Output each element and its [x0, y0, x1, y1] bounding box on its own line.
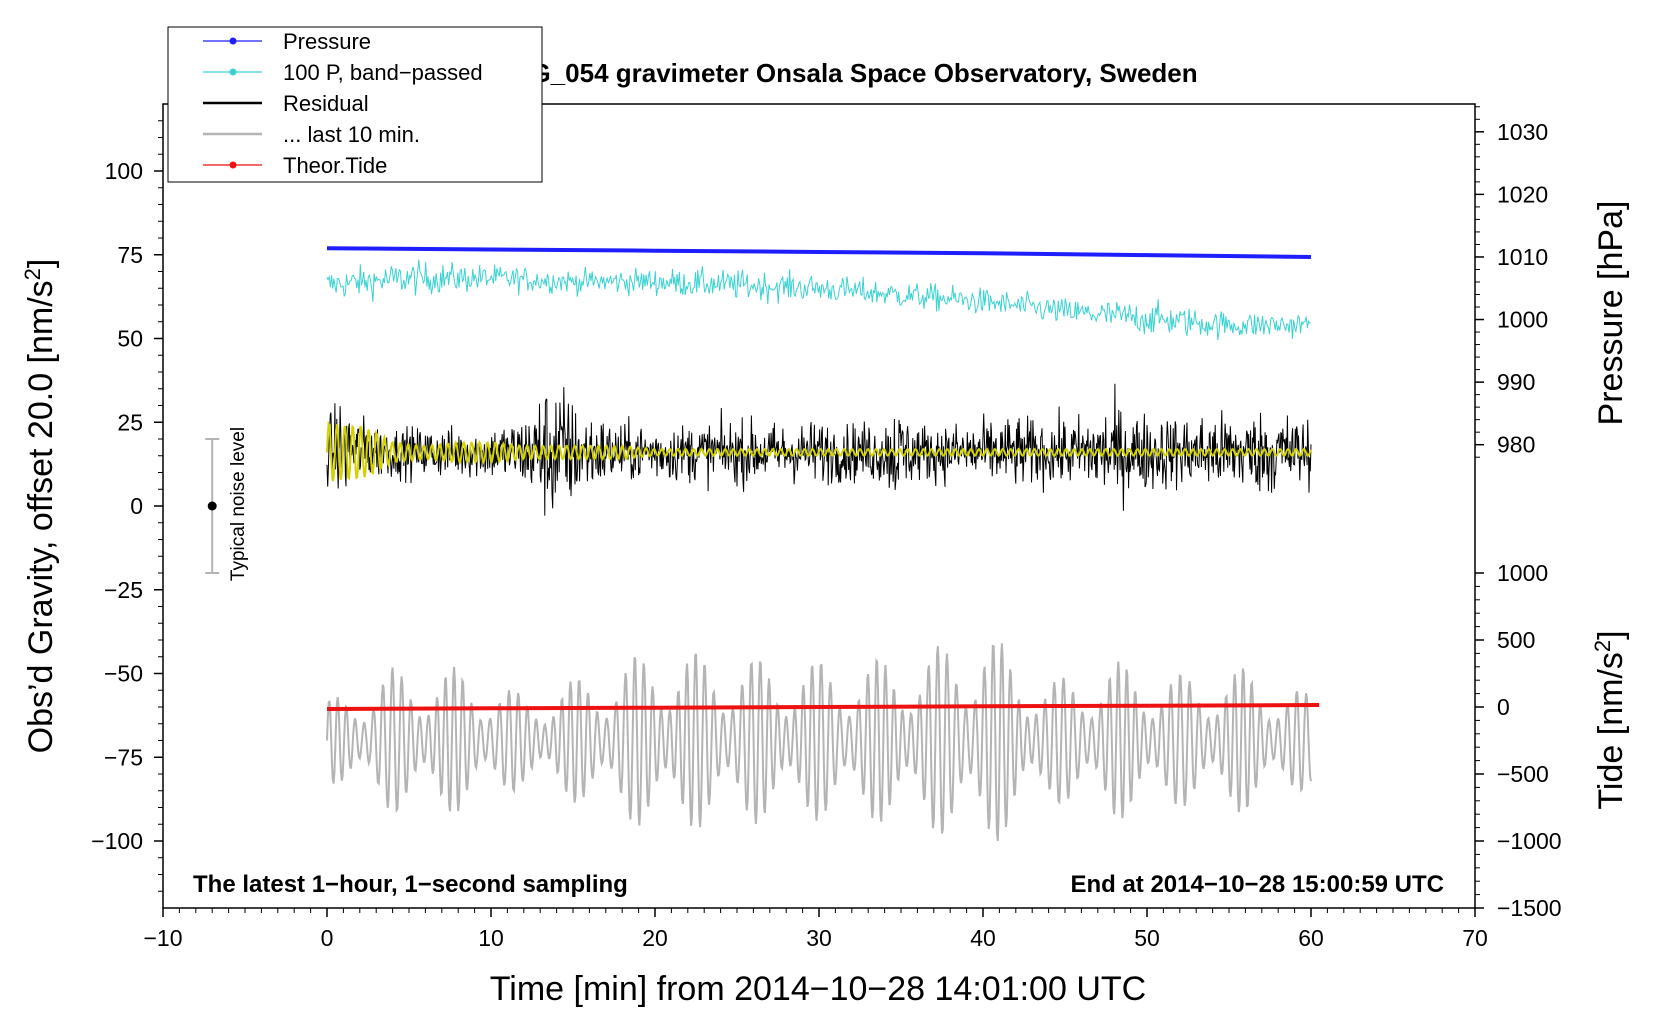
legend-swatch-marker	[229, 68, 237, 76]
legend-label: ... last 10 min.	[283, 122, 420, 147]
x-tick-label: 30	[806, 925, 832, 951]
series-theoretical-tide-line	[326, 703, 1320, 711]
y-tick-label: 75	[117, 242, 143, 268]
plot-frame	[162, 103, 1476, 909]
annotation-end-time: End at 2014−10−28 15:00:59 UTC	[1070, 871, 1444, 898]
tide-tick-label: −500	[1497, 761, 1549, 787]
pressure-tick-label: 990	[1497, 369, 1535, 395]
x-tick-label: 20	[642, 925, 668, 951]
x-tick-label: 70	[1462, 925, 1488, 951]
y-axis-label-main: Obs’d Gravity, offset 20.0 [nm/s	[22, 280, 60, 753]
y-tick-label: −75	[104, 744, 143, 770]
annotation-sampling: The latest 1−hour, 1−second sampling	[193, 871, 628, 898]
legend-label: Pressure	[283, 29, 371, 54]
y-axis-label: Obs’d Gravity, offset 20.0 [nm/s2]	[20, 259, 60, 754]
y-tick-label: 50	[117, 326, 143, 352]
series-smoothed-line	[326, 420, 1312, 482]
legend: Pressure 100 P, band−passed Residual ... la…	[167, 26, 543, 183]
noise-center-dot	[207, 501, 217, 511]
y-axis-label-close: ]	[22, 259, 60, 268]
tide-axis-label-sup: 2	[1590, 640, 1615, 652]
pressure-axis-label: Pressure [hPa]	[1592, 201, 1630, 426]
legend-label: Theor.Tide	[283, 153, 387, 178]
tide-tick-label: −1500	[1497, 895, 1562, 921]
series-bandpassed-pressure-line	[326, 259, 1311, 341]
series-last-10-min-line	[326, 643, 1312, 841]
x-axis-label: Time [min] from 2014−10−28 14:01:00 UTC	[490, 970, 1146, 1008]
y-tick-label: −100	[91, 828, 143, 854]
chart-title: SCG_054 gravimeter Onsala Space Observat…	[494, 58, 1197, 88]
tide-tick-label: 500	[1497, 627, 1535, 653]
pressure-tick-label: 1010	[1497, 244, 1548, 270]
x-tick-label: 60	[1298, 925, 1324, 951]
series-residual-line	[326, 383, 1312, 516]
plot-area	[162, 103, 1476, 909]
legend-box	[167, 26, 543, 183]
noise-level-label: Typical noise level	[228, 427, 249, 581]
pressure-tick-label: 1030	[1497, 119, 1548, 145]
tide-axis-label-main: Tide [nm/s	[1592, 652, 1630, 809]
pressure-tick-label: 1020	[1497, 181, 1548, 207]
y-tick-label: 25	[117, 409, 143, 435]
tide-tick-label: −1000	[1497, 828, 1562, 854]
tide-axis-label-close: ]	[1592, 630, 1630, 639]
tide-tick-label: 0	[1497, 694, 1510, 720]
x-tick-label: 40	[970, 925, 996, 951]
y-tick-label: −25	[104, 577, 143, 603]
pressure-tick-label: 1000	[1497, 307, 1548, 333]
x-tick-label: 0	[321, 925, 334, 951]
y-tick-label: 100	[105, 158, 143, 184]
axes-ticks: −10 0 10 20 30 40 50 60 701007550250−25−50−75−10…	[91, 106, 1562, 951]
noise-level-marker: Typical noise level	[205, 427, 249, 581]
legend-label: 100 P, band−passed	[283, 60, 483, 85]
x-tick-label: 10	[478, 925, 504, 951]
legend-swatch-marker	[229, 161, 237, 169]
x-tick-label: −10	[143, 925, 182, 951]
y-tick-label: −50	[104, 661, 143, 687]
series-layer	[326, 246, 1320, 841]
pressure-tick-label: 980	[1497, 432, 1535, 458]
legend-swatch-marker	[229, 37, 237, 45]
series-pressure-line	[326, 246, 1312, 259]
y-axis-label-sup: 2	[20, 268, 45, 280]
legend-label: Residual	[283, 91, 369, 116]
tide-axis-label: Tide [nm/s2]	[1590, 630, 1630, 809]
x-tick-label: 50	[1134, 925, 1160, 951]
y-tick-label: 0	[130, 493, 143, 519]
tide-tick-label: 1000	[1497, 560, 1548, 586]
